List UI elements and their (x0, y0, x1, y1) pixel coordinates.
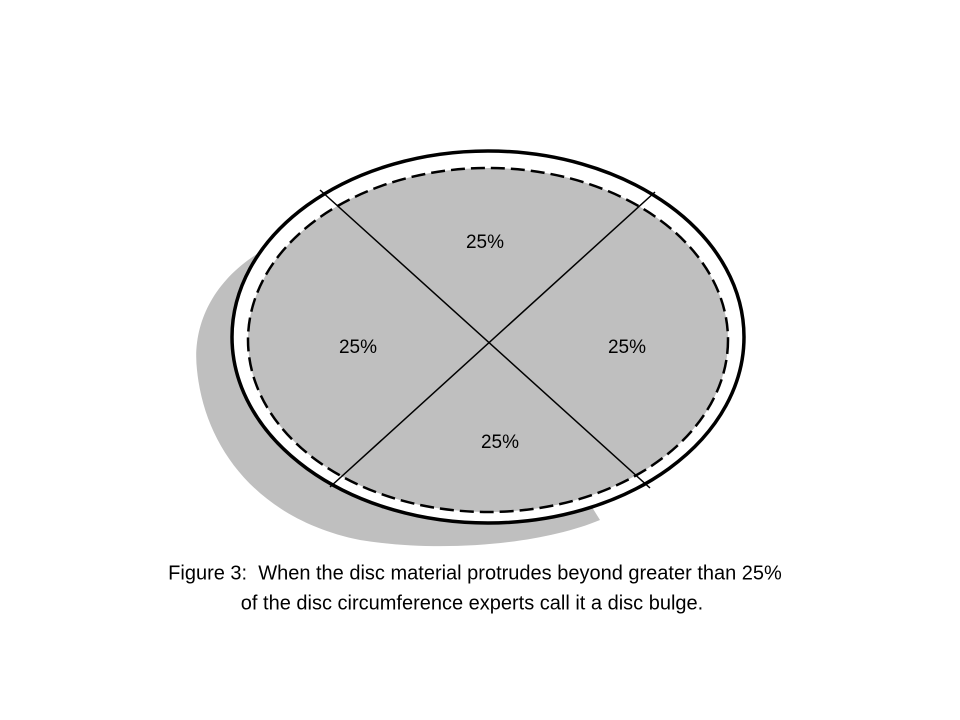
quadrant-label: 25% (466, 232, 504, 253)
quadrant-label: 25% (481, 432, 519, 453)
quadrant-label: 25% (608, 337, 646, 358)
quadrant-divider (329, 191, 656, 488)
caption-line: of the disc circumference experts call i… (241, 592, 703, 614)
quadrant-label: 25% (339, 337, 377, 358)
disc-material (246, 166, 730, 514)
caption-line: Figure 3: When the disc material protrud… (168, 562, 782, 584)
quadrant-divider (319, 189, 651, 489)
